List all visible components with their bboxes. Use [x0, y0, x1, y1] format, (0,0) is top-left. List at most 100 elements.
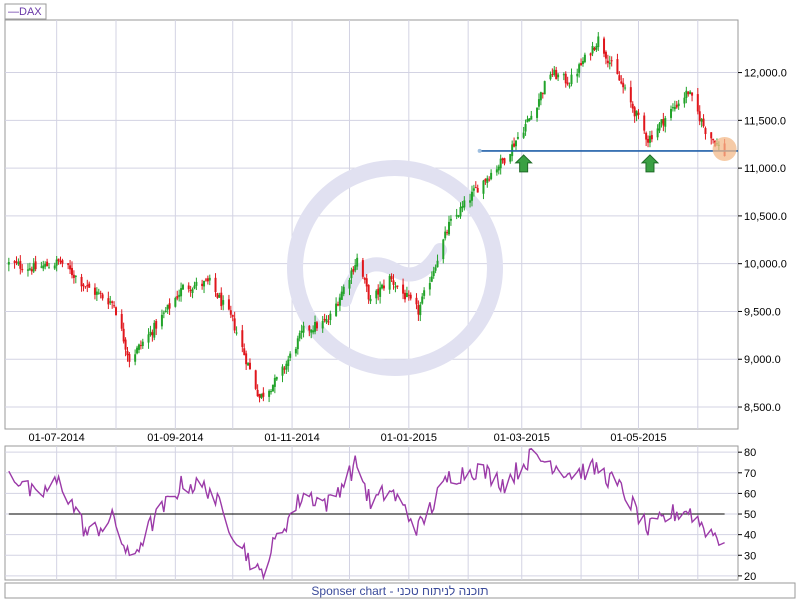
candle-body — [187, 285, 190, 290]
candle-body — [432, 270, 435, 277]
candle-body — [7, 262, 10, 265]
candle-body — [361, 260, 364, 277]
candle-body — [650, 135, 653, 140]
candle-body — [664, 118, 667, 127]
candle-body — [390, 276, 393, 280]
candle-body — [696, 94, 699, 112]
candle-body — [46, 261, 49, 267]
candle-body — [137, 344, 140, 350]
candle-body — [95, 291, 98, 295]
candle-body — [270, 391, 273, 393]
candle-body — [677, 103, 680, 107]
price-y-tick-label: 9,000.0 — [744, 354, 781, 366]
candle-body — [595, 46, 598, 50]
candle-body — [302, 325, 305, 333]
candle-body — [549, 74, 552, 80]
candle-body — [48, 267, 51, 269]
candle-body — [702, 118, 705, 127]
candle-body — [490, 172, 493, 180]
candle-body — [580, 63, 583, 66]
candle-body — [354, 265, 357, 271]
candle-body — [539, 92, 542, 101]
candle-body — [191, 289, 194, 293]
legend[interactable]: —DAX — [4, 3, 47, 20]
candle-body — [377, 288, 380, 295]
candle-body — [111, 301, 114, 303]
candle-body — [350, 270, 353, 279]
candle-body — [308, 325, 311, 331]
candle-body — [174, 298, 177, 307]
price-x-tick-label: 01-07-2014 — [29, 432, 85, 444]
candle-body — [13, 261, 16, 263]
price-y-tick-label: 8,500.0 — [744, 402, 781, 414]
candle-body — [367, 284, 370, 300]
candle-body — [342, 286, 345, 294]
candle-body — [687, 91, 690, 95]
footer-text: Sponser chart - תוכנה לניתוח טכני — [311, 584, 488, 598]
candle-body — [691, 92, 694, 96]
support-line-start-dot — [477, 148, 482, 153]
candle-body — [415, 297, 418, 305]
candle-body — [568, 85, 571, 87]
candle-body — [245, 353, 248, 365]
candle-body — [543, 81, 546, 95]
candle-body — [312, 330, 315, 333]
candle-body — [566, 82, 569, 85]
candle-body — [88, 283, 91, 288]
up-arrow-marker — [640, 154, 660, 173]
candle-body — [28, 268, 31, 270]
candle-body — [578, 64, 581, 74]
candle-body — [44, 263, 47, 267]
price-x-tick-label: 01-01-2015 — [381, 432, 437, 444]
candle-body — [382, 285, 385, 289]
candle-body — [298, 333, 301, 339]
candle-body — [126, 350, 129, 356]
candle-body — [136, 347, 139, 354]
watermark-ring — [287, 160, 503, 376]
candle-body — [685, 90, 688, 99]
candle-body — [449, 218, 452, 221]
candle-body — [482, 180, 485, 194]
candle-body — [168, 303, 171, 309]
candle-body — [603, 38, 606, 54]
candle-body — [551, 74, 554, 76]
candle-body — [618, 75, 621, 81]
candle-body — [476, 187, 479, 193]
candle-body — [149, 331, 152, 335]
candle-body — [698, 111, 701, 122]
candle-body — [294, 349, 297, 354]
candle-body — [562, 74, 565, 76]
price-x-tick-label: 01-09-2014 — [147, 432, 203, 444]
candle-body — [201, 283, 204, 287]
candle-body — [712, 138, 715, 141]
candle-body — [555, 70, 558, 80]
candle-body — [620, 81, 623, 84]
candle-body — [689, 91, 692, 95]
candle-body — [375, 290, 378, 299]
candle-body — [101, 294, 104, 299]
candle-body — [616, 59, 619, 75]
candle-body — [683, 97, 686, 104]
candle-body — [181, 284, 184, 290]
candle-body — [524, 124, 527, 132]
candle-body — [335, 303, 338, 316]
candle-body — [206, 278, 209, 282]
candle-body — [501, 158, 504, 161]
indicator-panel — [4, 445, 739, 581]
candle-body — [55, 259, 58, 266]
candle-body — [189, 290, 192, 292]
candle-body — [469, 200, 472, 203]
candle-body — [271, 384, 274, 392]
price-x-tick-label: 01-03-2015 — [494, 432, 550, 444]
candle-body — [522, 132, 525, 138]
price-y-axis: 12,000.0 11,500.0 11,000.0 10,500.0 10,000.0… — [738, 68, 787, 414]
candle-body — [409, 294, 412, 299]
candle-body — [235, 332, 238, 334]
candle-body — [283, 368, 286, 370]
candle-body — [69, 265, 72, 270]
candle-body — [57, 258, 60, 262]
candle-body — [67, 263, 70, 265]
candle-body — [448, 221, 451, 235]
candle-body — [151, 332, 154, 336]
